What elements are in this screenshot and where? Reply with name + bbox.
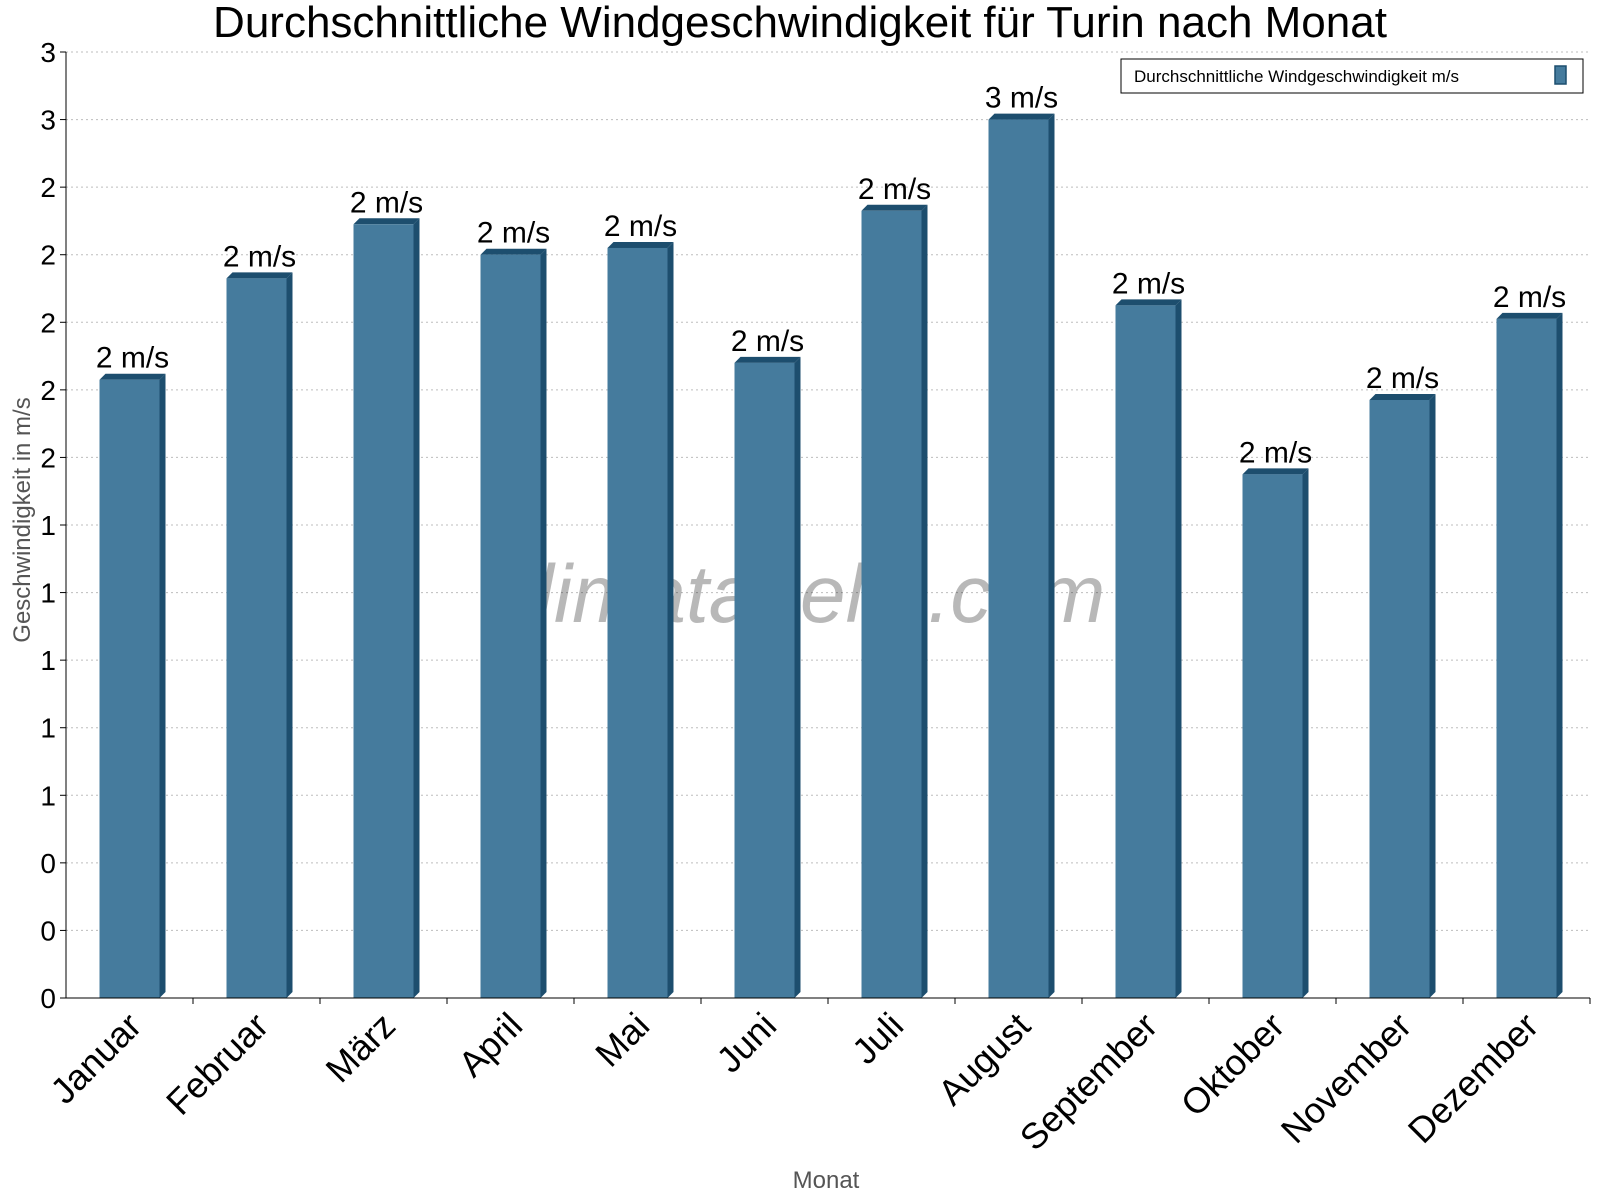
chart-title: Durchschnittliche Windgeschwindigkeit fü… <box>213 0 1387 47</box>
bar-front <box>861 210 922 999</box>
y-tick-label: 2 <box>40 375 56 406</box>
bar-side <box>286 272 293 999</box>
x-tick-label: September <box>1012 1005 1166 1159</box>
bar-3: 2 m/s <box>350 186 423 999</box>
bar-side <box>794 356 801 998</box>
bar-side <box>540 248 547 998</box>
x-tick-label: November <box>1273 1005 1419 1151</box>
bar-top <box>1115 299 1182 306</box>
y-tick-label: 2 <box>40 442 56 473</box>
data-label: 3 m/s <box>985 82 1058 115</box>
y-tick-label: 2 <box>40 307 56 338</box>
data-label: 2 m/s <box>1493 281 1566 314</box>
bars: 2 m/s 2 m/s 2 m/s 2 m/s 2 m/s 2 m/s 2 m/s 3 m/s… <box>96 82 1566 999</box>
legend: Durchschnittliche Windgeschwindigkeit m/… <box>1120 58 1584 94</box>
bar-front <box>1369 399 1430 998</box>
data-label: 2 m/s <box>604 210 677 243</box>
bar-side <box>413 218 420 999</box>
bar-front <box>1115 305 1176 999</box>
bar-front <box>226 278 287 999</box>
bar-front <box>480 254 541 998</box>
data-label: 2 m/s <box>223 240 296 273</box>
bar-front <box>1242 474 1303 999</box>
x-tick-label: August <box>930 1005 1038 1113</box>
data-label: 2 m/s <box>477 217 550 250</box>
bar-6: 2 m/s <box>731 325 804 998</box>
y-tick-label: 0 <box>40 983 56 1014</box>
grid-lines <box>66 51 1590 931</box>
bar-front <box>734 362 795 998</box>
y-tick-label: 3 <box>40 105 56 136</box>
bar-5: 2 m/s <box>604 210 677 998</box>
legend-label: Durchschnittliche Windgeschwindigkeit m/… <box>1134 67 1459 86</box>
data-label: 2 m/s <box>1112 267 1185 300</box>
bar-9: 2 m/s <box>1112 267 1185 999</box>
bar-side <box>1302 468 1309 999</box>
data-label: 2 m/s <box>731 325 804 358</box>
data-label: 2 m/s <box>1366 362 1439 395</box>
x-tick-label: Oktober <box>1173 1005 1293 1125</box>
y-axis-label: Geschwindigkeit in m/s <box>9 397 36 642</box>
legend-box <box>1120 58 1584 94</box>
bar-front <box>99 379 160 998</box>
x-tick-label: März <box>318 1005 404 1091</box>
bar-2: 2 m/s <box>223 240 296 999</box>
x-tick-label: Januar <box>42 1005 149 1112</box>
x-tick-label: Juni <box>708 1005 784 1081</box>
bar-top <box>1496 312 1563 319</box>
data-label: 2 m/s <box>858 173 931 206</box>
x-tick-label: April <box>450 1005 530 1085</box>
bar-7: 2 m/s <box>858 173 931 999</box>
bar-top <box>99 373 166 380</box>
x-tick-label: Februar <box>158 1005 276 1123</box>
bar-top <box>353 218 420 225</box>
bar-top <box>226 272 293 279</box>
bar-10: 2 m/s <box>1239 436 1312 999</box>
bar-4: 2 m/s <box>477 217 550 998</box>
bar-side <box>1429 393 1436 998</box>
bar-top <box>1369 393 1436 400</box>
x-tick-label: Dezember <box>1400 1005 1546 1151</box>
y-tick-label: 1 <box>40 780 56 811</box>
y-tick-label: 1 <box>40 510 56 541</box>
bar-top <box>988 113 1055 120</box>
bar-12: 2 m/s <box>1493 281 1566 999</box>
y-tick-label: 3 <box>40 37 56 68</box>
legend-swatch <box>1554 65 1567 85</box>
bar-top <box>1242 468 1309 475</box>
bar-top <box>861 204 928 211</box>
bar-front <box>353 224 414 999</box>
bar-top <box>734 356 801 363</box>
bar-top <box>480 248 547 255</box>
y-tick-label: 1 <box>40 645 56 676</box>
data-label: 2 m/s <box>1239 436 1312 469</box>
x-axis-label: Monat <box>793 1167 860 1194</box>
bar-8: 3 m/s <box>985 82 1058 999</box>
y-tick-label: 2 <box>40 240 56 271</box>
x-tick-label: Juli <box>844 1005 911 1072</box>
bar-front <box>988 119 1049 999</box>
y-tick-label: 2 <box>40 172 56 203</box>
bar-side <box>1048 113 1055 999</box>
bar-side <box>1175 299 1182 999</box>
data-label: 2 m/s <box>350 186 423 219</box>
bar-top <box>607 241 674 248</box>
bar-1: 2 m/s <box>96 342 169 998</box>
y-tick-label: 1 <box>40 713 56 744</box>
data-label: 2 m/s <box>96 342 169 375</box>
bar-side <box>667 241 674 998</box>
bar-side <box>921 204 928 999</box>
y-tick-label: 0 <box>40 915 56 946</box>
y-tick-label: 1 <box>40 578 56 609</box>
bar-front <box>607 247 668 998</box>
x-axis-ticks: Januar Februar März April Mai Juni Juli AugustS… <box>42 998 1591 1159</box>
bar-front <box>1496 318 1557 999</box>
y-tick-label: 0 <box>40 848 56 879</box>
y-axis-ticks: 0 0 0 1 1 1 1 1 2 2 2 2 2 3 3 <box>40 37 66 1014</box>
bar-11: 2 m/s <box>1366 362 1439 998</box>
x-tick-label: Mai <box>587 1005 657 1075</box>
bar-side <box>159 373 166 998</box>
bar-side <box>1556 312 1563 999</box>
